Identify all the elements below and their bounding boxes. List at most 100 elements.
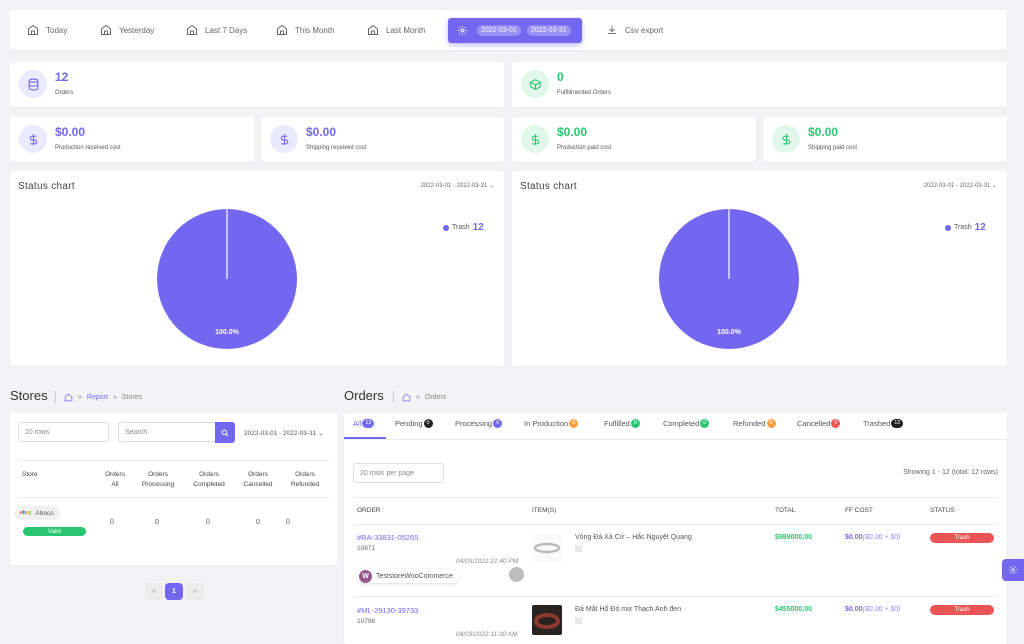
product-thumbnail[interactable]: [532, 533, 562, 563]
item-name: Vòng Đá Xà Cừ – Hắc Nguyệt Quang: [575, 534, 692, 541]
pie-slice-label: 100.0%: [717, 329, 742, 336]
store-chip[interactable]: W TeststoreWooCommerce: [357, 569, 459, 583]
legend-dot: [443, 224, 449, 231]
csv-export-button[interactable]: Csv export: [606, 10, 663, 50]
table-divider: [353, 596, 998, 597]
col-header-orders-processing: Orders Processing: [141, 471, 175, 488]
home-icon: [368, 24, 378, 35]
chart-legend[interactable]: Trash 12: [945, 222, 986, 233]
orders-label: Orders: [55, 90, 74, 96]
date-filter-bar: Today Yesterday Last 7 Days This Month L…: [10, 10, 1007, 50]
status-pie-chart: 100.0%: [157, 209, 297, 349]
breadcrumb-current: Stores: [121, 393, 143, 401]
chart-range-select[interactable]: 2022-03-01 - 2022-03-31 ⌄: [923, 183, 997, 189]
tab-cancelled[interactable]: Cancelled 0: [797, 419, 841, 428]
legend-dot: [945, 224, 951, 231]
tab-trashed[interactable]: Trashed 12: [863, 419, 904, 428]
table-divider: [18, 497, 329, 498]
pager-page-1-button[interactable]: 1: [165, 583, 183, 600]
col-header-orders-refunded: Orders Refunded: [290, 471, 320, 488]
tab-pending[interactable]: Pending 0: [395, 419, 433, 428]
production-received-value: $0.00: [55, 125, 86, 139]
cell-orders-cancelled: 0: [256, 519, 260, 526]
tab-all[interactable]: All 12: [353, 419, 375, 428]
orders-per-page-select[interactable]: 20 rows per page: [353, 463, 444, 483]
home-icon: [28, 24, 38, 35]
dollar-icon: [270, 125, 298, 153]
product-thumbnail[interactable]: [532, 605, 562, 635]
cell-orders-processing: 0: [155, 519, 159, 526]
legend-count: 12: [974, 222, 986, 233]
stat-orders-card: 12 Orders: [10, 62, 504, 107]
shipping-paid-value: $0.00: [808, 125, 839, 139]
status-badge: Valid: [23, 527, 86, 536]
stores-range-select[interactable]: 2022-03-01 - 2022-03-31 ⌄: [244, 430, 324, 437]
active-tab-indicator: [344, 437, 386, 439]
production-paid-label: Production paid cost: [557, 145, 612, 151]
col-header-total: TOTAL: [775, 507, 796, 514]
orders-count: 12: [55, 70, 69, 84]
tab-processing[interactable]: Processing 0: [455, 419, 503, 428]
rows-per-page-select[interactable]: 10 rows: [18, 422, 109, 442]
custom-range-button[interactable]: 2022-03-01 2022-03-31: [448, 18, 582, 43]
stat-production-received-card: $0.00 Production received cost: [10, 117, 254, 162]
order-id-link[interactable]: #ML-29130-39733: [357, 606, 419, 615]
store-name-chip[interactable]: ebay Aboco: [14, 506, 60, 520]
col-header-status: STATUS: [930, 507, 955, 514]
filter-last-month-button[interactable]: Last Month: [367, 10, 426, 50]
table-divider: [353, 524, 998, 525]
stores-title: Stores: [10, 388, 48, 403]
gear-icon: [457, 25, 468, 36]
tab-refunded[interactable]: Refunded 0: [733, 419, 776, 428]
settings-toggle-button[interactable]: [1002, 559, 1024, 581]
tab-completed[interactable]: Completed 0: [663, 419, 710, 428]
chart-legend[interactable]: Trash 12: [443, 222, 484, 233]
pager-prev-button[interactable]: «: [145, 583, 163, 600]
filter-today-button[interactable]: Today: [27, 10, 67, 50]
cell-orders-completed: 0: [206, 519, 210, 526]
filter-last7-button[interactable]: Last 7 Days: [186, 10, 247, 50]
home-icon[interactable]: [64, 393, 73, 402]
home-icon: [101, 24, 111, 35]
pager-next-button[interactable]: »: [186, 583, 204, 600]
order-id-link[interactable]: #RA-33831-05265: [357, 533, 419, 542]
cell-orders-refunded: 0: [286, 519, 290, 526]
breadcrumb-current: Orders: [424, 393, 447, 401]
download-icon: [608, 25, 616, 34]
home-icon[interactable]: [402, 393, 411, 402]
home-icon: [277, 24, 287, 35]
search-button[interactable]: [215, 422, 235, 443]
col-header-orders-all: Orders All: [105, 471, 125, 488]
order-action-dot[interactable]: [509, 567, 524, 582]
item-variant-placeholder: [575, 617, 582, 624]
bracelet-image: [534, 613, 560, 629]
gear-icon: [1008, 565, 1018, 575]
col-header-orders-cancelled: Orders Cancelled: [243, 471, 273, 488]
order-number: 10796: [357, 618, 376, 625]
order-date: 04/03/2022 21:40 PM: [456, 558, 519, 565]
bracelet-image: [533, 542, 561, 554]
showing-rows-text: Showing 1 - 12 (total: 12 rows): [903, 469, 998, 476]
filter-yesterday-button[interactable]: Yesterday: [100, 10, 154, 50]
chart-range-select[interactable]: 2022-03-01 - 2022-03-31 ⌄: [420, 183, 494, 189]
chart-title: Status chart: [520, 181, 577, 192]
item-name: Đá Mắt Hổ Đỏ mix Thạch Anh đen: [575, 606, 682, 613]
date-from-chip[interactable]: 2022-03-01: [477, 25, 521, 36]
status-pie-chart: 100.0%: [659, 209, 799, 349]
tab-in-production[interactable]: In Production 0: [524, 419, 579, 428]
col-header-store: Store: [22, 471, 38, 478]
filter-this-month-button[interactable]: This Month: [276, 10, 335, 50]
order-total: $455000.00: [775, 606, 812, 613]
shipping-received-label: Shipping received cost: [306, 145, 367, 151]
breadcrumb-report-link[interactable]: Report: [86, 393, 108, 401]
fulfillmented-label: Fulfillmented Orders: [557, 90, 612, 96]
shipping-received-value: $0.00: [306, 125, 337, 139]
stores-search-input[interactable]: Search: [118, 422, 218, 442]
stat-shipping-paid-card: $0.00 Shipping paid cost: [763, 117, 1007, 162]
stat-production-paid-card: $0.00 Production paid cost: [512, 117, 756, 162]
date-to-chip[interactable]: 2022-03-31: [526, 25, 571, 36]
tab-fulfilled[interactable]: Fulfilled 0: [604, 419, 640, 428]
order-ff-cost: $0.00($0.00 + $0): [845, 534, 901, 541]
col-header-items: ITEM(S): [532, 507, 557, 514]
dollar-icon: [772, 125, 800, 153]
